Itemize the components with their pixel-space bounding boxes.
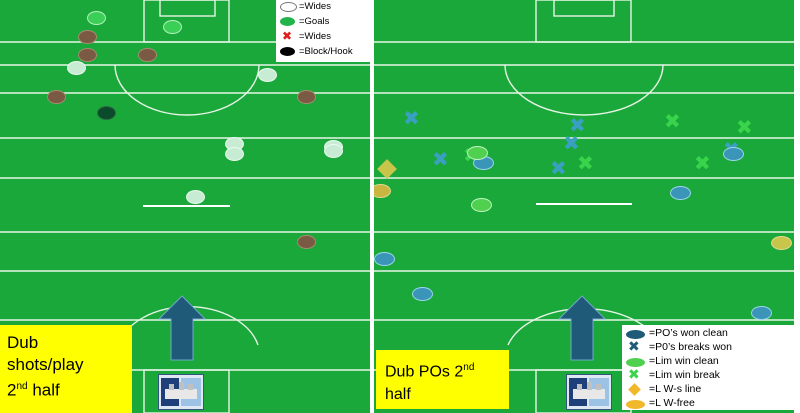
lim-break-marker: ✖ xyxy=(694,151,711,175)
blue-ellipse-icon xyxy=(625,328,647,339)
po-clean-marker xyxy=(412,287,433,301)
right-panel-label: Dub POs 2nd half xyxy=(376,350,509,409)
legend-row-po-breaks: ✖ =P0’s breaks won xyxy=(625,338,732,355)
right-pitch: ✖ ✖ ✖ ✖ ✖ ✖ ✖ ✖ ✖ ✖ ✖ Dub POs 2nd half xyxy=(374,0,794,413)
goal-marker xyxy=(163,20,182,34)
point-marker xyxy=(47,90,66,104)
po-break-marker: ✖ xyxy=(563,131,580,155)
po-break-marker: ✖ xyxy=(550,156,567,180)
legend-row-wides-white: =Wides xyxy=(279,1,331,12)
po-clean-marker xyxy=(723,147,744,161)
po-break-marker: ✖ xyxy=(432,147,449,171)
point-marker xyxy=(78,30,97,44)
direction-arrow-icon xyxy=(558,295,606,361)
right-label-line2: half xyxy=(385,386,411,404)
wide-marker xyxy=(258,68,277,82)
blue-x-icon: ✖ xyxy=(628,338,640,355)
legend-row-lim-clean: =Lim win clean xyxy=(625,355,719,367)
lim-clean-marker xyxy=(471,198,492,212)
legend-row-goals: =Goals xyxy=(279,16,329,27)
legend-row-lw-line: =L W-s line xyxy=(625,382,701,396)
point-marker xyxy=(297,235,316,249)
green-ellipse-icon xyxy=(625,356,647,367)
right-legend: =PO’s won clean ✖ =P0’s breaks won =Lim … xyxy=(622,325,794,410)
left-legend: =Wides =Goals ✖ =Wides =Block/Hook xyxy=(276,0,370,62)
left-pitch: Dub shots/play 2nd half xyxy=(0,0,370,413)
wide-marker xyxy=(225,147,244,161)
black-circle-icon xyxy=(279,46,297,57)
green-circle-icon xyxy=(279,16,297,27)
lim-break-marker: ✖ xyxy=(736,115,753,139)
lim-break-marker: ✖ xyxy=(577,151,594,175)
gold-ellipse-icon xyxy=(625,398,647,409)
wide-marker xyxy=(324,144,343,158)
block-marker xyxy=(97,106,116,120)
legend-row-lim-break: ✖ =Lim win break xyxy=(625,366,720,383)
po-clean-marker xyxy=(374,252,395,266)
legend-row-lw-free: =L W-free xyxy=(625,397,695,409)
po-clean-marker xyxy=(751,306,772,320)
lim-break-marker: ✖ xyxy=(664,109,681,133)
gold-diamond-icon xyxy=(625,382,647,396)
lw-free-marker xyxy=(771,236,792,250)
dublin-crest-logo xyxy=(566,374,612,410)
legend-row-po-clean: =PO’s won clean xyxy=(625,327,728,339)
lim-clean-marker xyxy=(467,146,488,160)
right-label-line1: Dub POs 2nd xyxy=(385,362,475,381)
legend-row-wides-red: ✖ =Wides xyxy=(279,29,331,43)
lw-free-marker xyxy=(374,184,391,198)
wide-marker xyxy=(67,61,86,75)
point-marker xyxy=(297,90,316,104)
left-label-line1: Dub xyxy=(7,333,39,352)
direction-arrow-icon xyxy=(158,295,206,361)
legend-row-block: =Block/Hook xyxy=(279,46,353,57)
red-x-icon: ✖ xyxy=(282,29,293,43)
point-marker xyxy=(78,48,97,62)
dublin-crest-logo xyxy=(158,374,204,410)
goal-marker xyxy=(87,11,106,25)
green-x-icon: ✖ xyxy=(628,366,640,383)
wide-marker xyxy=(186,190,205,204)
point-marker xyxy=(138,48,157,62)
po-break-marker: ✖ xyxy=(569,113,586,137)
po-clean-marker xyxy=(670,186,691,200)
left-label-line2: shots/play xyxy=(7,355,84,374)
left-label-line3: 2nd half xyxy=(7,380,60,400)
po-break-marker: ✖ xyxy=(403,106,420,130)
white-circle-icon xyxy=(279,1,297,12)
left-panel-label: Dub shots/play 2nd half xyxy=(0,325,132,413)
